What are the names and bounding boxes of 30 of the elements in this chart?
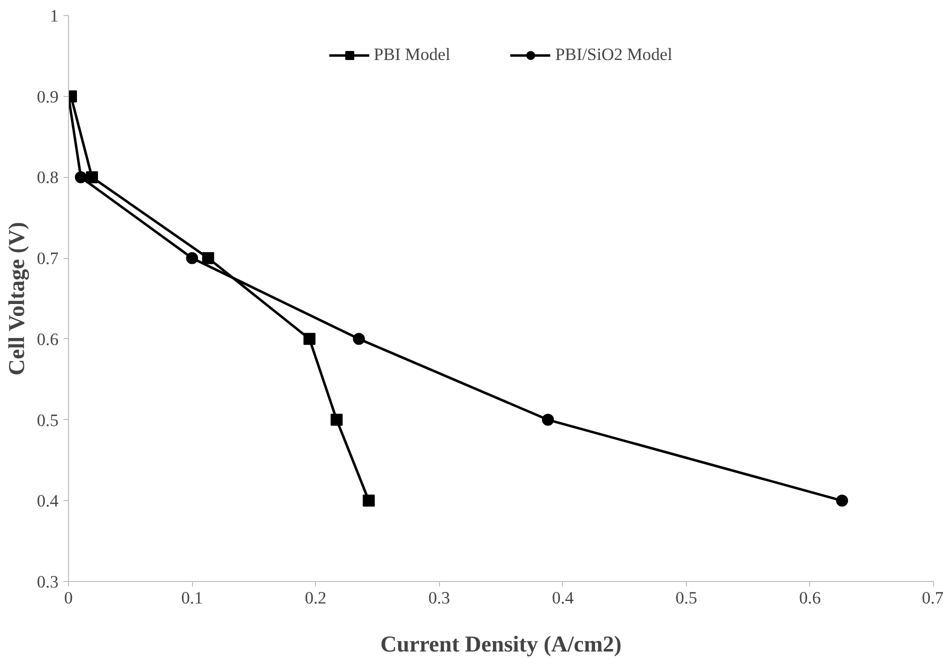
y-tick-label: 0.7	[36, 249, 59, 268]
y-tick-label: 0.5	[36, 410, 59, 430]
y-tick-label: 0.8	[36, 168, 59, 188]
point	[362, 494, 375, 507]
legend-label: PBI/SiO2 Model	[555, 45, 672, 65]
y-axis-title: Cell Voltage (V)	[4, 222, 29, 376]
x-tick-label: 0.1	[181, 588, 203, 608]
point	[86, 171, 98, 184]
x-tick-label: 0.3	[428, 588, 450, 608]
x-tick-label: 0.7	[922, 588, 943, 608]
point	[303, 332, 316, 345]
y-tick-label: 0.9	[36, 87, 59, 106]
x-axis-title: Current Density (A/cm2)	[380, 632, 622, 656]
y-tick-label: 0.3	[36, 572, 59, 592]
point	[836, 494, 848, 507]
point	[352, 332, 365, 345]
point	[542, 414, 554, 426]
legend-label: PBI Model	[374, 45, 450, 65]
point	[74, 171, 87, 184]
x-tick-label: 0	[64, 588, 73, 608]
x-tick-label: 0.4	[552, 588, 574, 608]
y-tick-label: 0.4	[36, 492, 59, 511]
point	[202, 252, 214, 264]
x-tick-label: 0.5	[676, 588, 698, 608]
y-tick-label: 1	[50, 6, 59, 26]
point	[186, 252, 198, 264]
x-tick-label: 0.6	[799, 588, 822, 608]
point	[330, 414, 343, 426]
x-tick-label: 0.2	[304, 588, 326, 608]
y-tick-label: 0.6	[36, 330, 59, 349]
